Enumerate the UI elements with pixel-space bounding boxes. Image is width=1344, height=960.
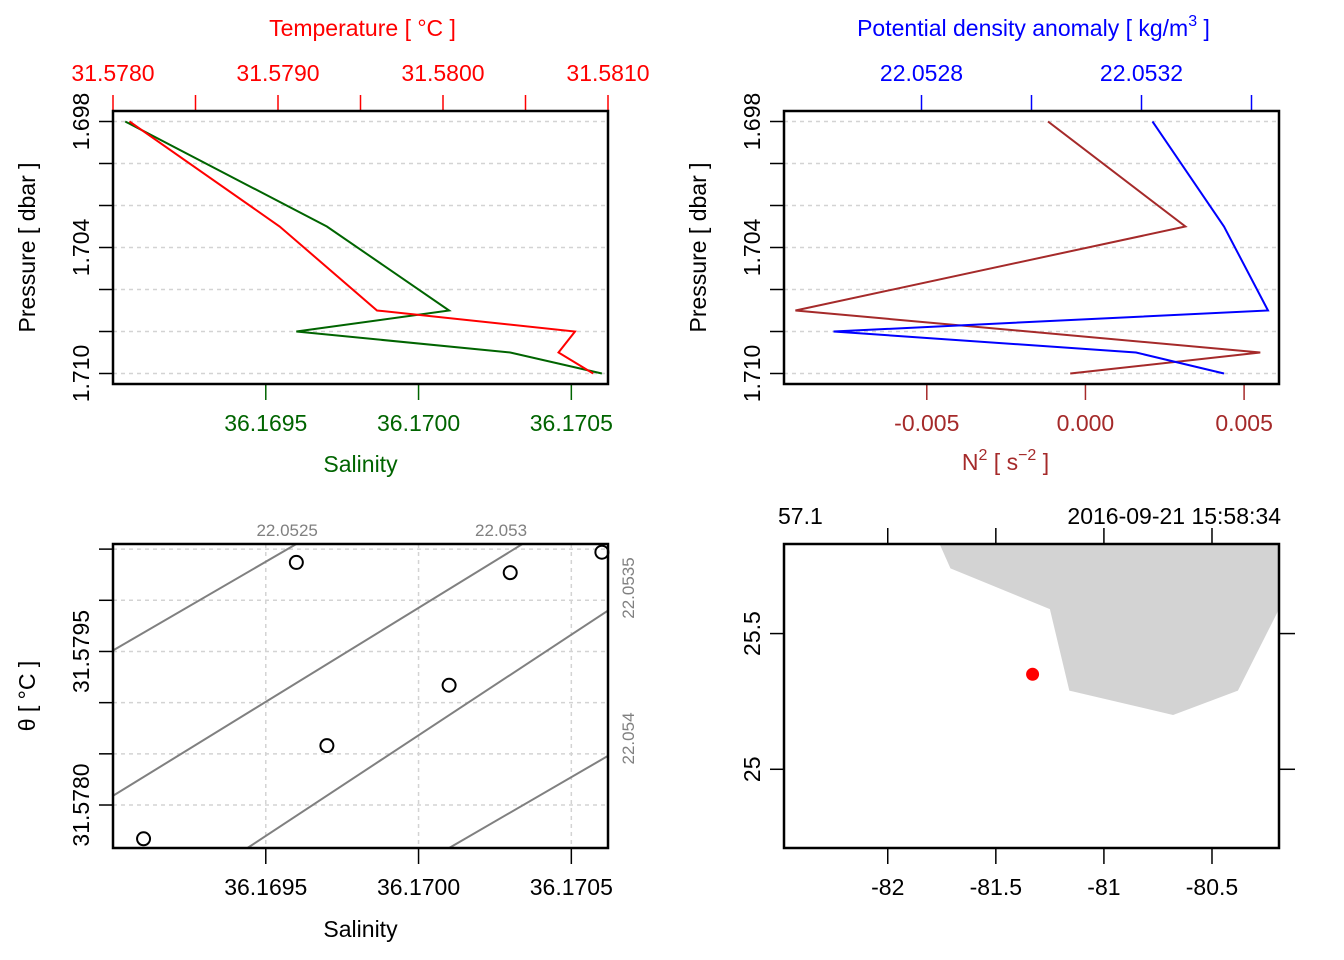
map-y-tick-label: 25.5 (739, 611, 765, 656)
ts-profile-y-tick-label: 1.698 (68, 93, 94, 151)
map-top-left-label: 57.1 (778, 503, 823, 529)
salinity-profile-line (124, 120, 603, 375)
map-x-tick-label: -82 (871, 874, 904, 900)
density-profile-y-axis-title: Pressure [ dbar ] (685, 162, 711, 332)
density-profile-frame (782, 109, 1281, 386)
density-profile-bottom-tick-label: -0.005 (894, 410, 959, 436)
ts-profile-y-axis-title: Pressure [ dbar ] (14, 162, 40, 332)
ts-profile-top-tick-label: 31.5780 (71, 60, 154, 86)
ts-data-point (288, 554, 304, 570)
land-polygon (939, 544, 1279, 715)
map-x-tick-label: -81.5 (970, 874, 1022, 900)
isopycnal-label: 22.053 (475, 521, 527, 540)
temperature-profile-line (128, 120, 594, 375)
ts-profile-top-tick-label: 31.5810 (566, 60, 649, 86)
station-marker (1026, 667, 1040, 681)
temperature-axis-title: Temperature [ °C ] (269, 15, 456, 41)
density-axis-title: Potential density anomaly [ kg/m3 ] (857, 13, 1210, 41)
ts-profile-frame (111, 109, 610, 386)
ts-profile-bottom-tick-label: 36.1705 (530, 410, 613, 436)
map-timestamp-label: 2016-09-21 15:58:34 (1067, 503, 1281, 529)
isopycnal-group (113, 544, 608, 848)
ts-profile-panel: 1.698 1.704 1.710 Pressure [ dbar ] 31.5780 3… (14, 15, 650, 477)
density-axis-title-sup: 3 (1188, 13, 1197, 30)
isopycnal-line (448, 755, 608, 848)
ts-diagram-panel: 36.1695 36.1700 36.1705 31.5780 31.5795 Salin… (14, 521, 638, 942)
density-axis-title-main: Potential density anomaly [ kg/m (857, 15, 1188, 41)
n2-axis-title-sup: 2 (979, 447, 988, 464)
ts-data-point (441, 677, 457, 693)
ts-profile-bottom-tick-label: 36.1700 (377, 410, 460, 436)
density-profile-panel: 1.698 1.704 1.710 Pressure [ dbar ] 22.0528 2… (685, 13, 1281, 475)
isopycnal-line (246, 609, 608, 848)
map-x-tick-label: -80.5 (1186, 874, 1238, 900)
density-profile-y-tick-label: 1.698 (739, 93, 765, 151)
ts-profile-y-tick-label: 1.710 (68, 345, 94, 403)
ts-y-tick-label: 31.5795 (68, 610, 94, 693)
n2-axis-title-mid: [ s (987, 449, 1018, 475)
ts-x-tick-label: 36.1695 (224, 874, 307, 900)
ts-data-point (319, 738, 335, 754)
ts-profile-bottom-tick-label: 36.1695 (224, 410, 307, 436)
station-map-panel: -82 -81.5 -81 -80.5 25 25.5 57.1 2016-09-21 15:… (739, 503, 1295, 900)
isopycnal-label: 22.0525 (256, 521, 317, 540)
isopycnal-line (113, 544, 297, 652)
ts-profile-y-tick-label: 1.704 (68, 219, 94, 277)
ts-y-tick-label: 31.5780 (68, 763, 94, 846)
n2-axis-title-main: N (962, 449, 979, 475)
density-profile-line (833, 120, 1270, 375)
density-profile-bottom-tick-label: 0.005 (1215, 410, 1273, 436)
n2-axis-title-end: ] (1036, 449, 1049, 475)
n2-profile-line (795, 120, 1261, 375)
map-x-tick-label: -81 (1087, 874, 1120, 900)
salinity-axis-title: Salinity (323, 451, 398, 477)
ts-y-axis-title: θ [ °C ] (14, 661, 40, 732)
map-y-tick-label: 25 (739, 756, 765, 782)
density-profile-top-tick-label: 22.0532 (1100, 60, 1183, 86)
isopycnal-label: 22.0535 (619, 557, 638, 618)
ts-x-axis-title: Salinity (323, 916, 398, 942)
ts-x-tick-label: 36.1705 (530, 874, 613, 900)
density-profile-y-tick-label: 1.704 (739, 219, 765, 277)
ts-diagram-frame (111, 542, 610, 850)
ts-data-point (502, 565, 518, 581)
ts-data-point (136, 831, 152, 847)
n2-axis-title: N2 [ s−2 ] (962, 447, 1049, 475)
ts-profile-top-tick-label: 31.5790 (236, 60, 319, 86)
ts-data-point (594, 544, 610, 560)
density-profile-y-tick-label: 1.710 (739, 345, 765, 403)
ts-x-tick-label: 36.1700 (377, 874, 460, 900)
n2-axis-title-sup2: −2 (1018, 447, 1036, 464)
density-profile-top-tick-label: 22.0528 (880, 60, 963, 86)
isopycnal-line (113, 544, 523, 797)
station-map-frame (782, 542, 1281, 850)
isopycnal-label: 22.054 (619, 712, 638, 764)
ts-profile-top-tick-label: 31.5800 (401, 60, 484, 86)
density-profile-bottom-tick-label: 0.000 (1057, 410, 1115, 436)
density-axis-title-end: ] (1197, 15, 1210, 41)
